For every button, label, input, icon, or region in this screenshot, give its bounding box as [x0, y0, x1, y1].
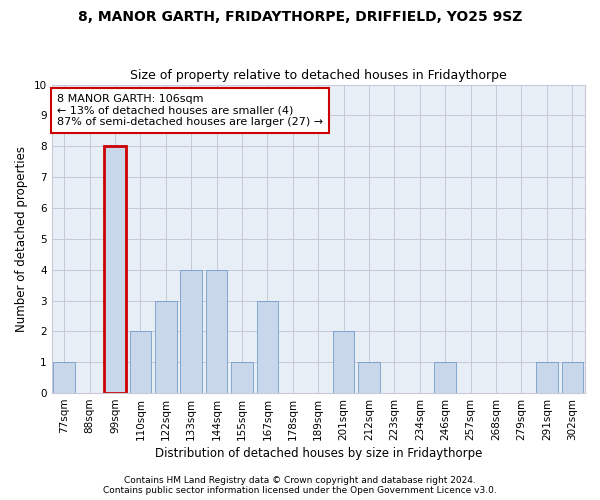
Bar — [130, 332, 151, 393]
Bar — [231, 362, 253, 393]
Bar — [434, 362, 456, 393]
Bar — [536, 362, 557, 393]
Bar — [333, 332, 355, 393]
Bar — [155, 300, 176, 393]
Bar — [358, 362, 380, 393]
Bar — [257, 300, 278, 393]
Text: Contains HM Land Registry data © Crown copyright and database right 2024.
Contai: Contains HM Land Registry data © Crown c… — [103, 476, 497, 495]
Bar — [104, 146, 126, 393]
Bar — [181, 270, 202, 393]
X-axis label: Distribution of detached houses by size in Fridaythorpe: Distribution of detached houses by size … — [155, 447, 482, 460]
Text: 8, MANOR GARTH, FRIDAYTHORPE, DRIFFIELD, YO25 9SZ: 8, MANOR GARTH, FRIDAYTHORPE, DRIFFIELD,… — [78, 10, 522, 24]
Text: 8 MANOR GARTH: 106sqm
← 13% of detached houses are smaller (4)
87% of semi-detac: 8 MANOR GARTH: 106sqm ← 13% of detached … — [57, 94, 323, 127]
Y-axis label: Number of detached properties: Number of detached properties — [15, 146, 28, 332]
Bar — [206, 270, 227, 393]
Bar — [562, 362, 583, 393]
Bar — [53, 362, 75, 393]
Title: Size of property relative to detached houses in Fridaythorpe: Size of property relative to detached ho… — [130, 69, 506, 82]
